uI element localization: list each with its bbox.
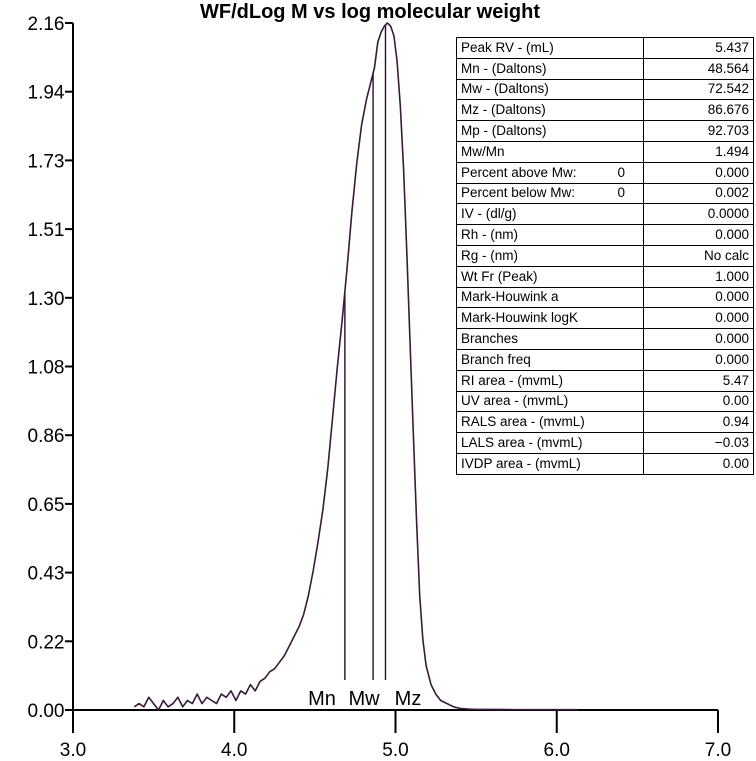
row-value: 0.00: [643, 390, 754, 413]
row-label: UV area - (mvmL): [456, 390, 644, 413]
row-extra: 0: [617, 185, 625, 201]
series-line: [133, 22, 578, 711]
table-row: LALS area - (mvmL) −0.03: [456, 432, 754, 454]
row-label: Mark-Houwink a: [456, 286, 644, 309]
y-tick-label: 1.30: [28, 289, 65, 310]
x-tick-label: 3.0: [60, 740, 86, 761]
row-label: Wt Fr (Peak): [456, 265, 644, 288]
table-row: RI area - (mvmL) 5.47: [456, 369, 754, 392]
row-value: 0.000: [643, 161, 754, 184]
table-row: Branch freq 0.000: [456, 348, 754, 371]
row-label: Mz - (Daltons): [456, 99, 644, 122]
table-row: Branches 0.000: [456, 328, 754, 350]
table-row: IV - (dl/g) 0.0000: [456, 203, 754, 226]
series-layer: [133, 22, 578, 711]
table-row: Percent below Mw: 0 0.002: [456, 182, 754, 205]
table-row: Percent above Mw: 0 0.000: [456, 161, 754, 184]
row-label: RI area - (mvmL): [456, 369, 644, 392]
row-value: 5.47: [643, 369, 754, 392]
y-tick-label: 0.22: [28, 632, 65, 653]
y-tick-label: 2.16: [28, 14, 65, 35]
chart-title: WF/dLog M vs log molecular weight: [200, 1, 540, 23]
row-value: 0.0000: [643, 203, 754, 226]
y-tick-label: 1.73: [28, 151, 65, 172]
row-value: 0.94: [643, 411, 754, 434]
table-row: Rg - (nm) No calc: [456, 244, 754, 267]
y-tick-label: 0.43: [28, 564, 65, 585]
row-value: 72.542: [643, 78, 754, 101]
row-label: IVDP area - (mvmL): [456, 452, 644, 475]
table-row: Mw - (Daltons) 72.542: [456, 78, 754, 101]
row-label: Mark-Houwink logK: [456, 307, 644, 330]
x-tick-label: 5.0: [382, 740, 408, 761]
row-label: IV - (dl/g): [456, 203, 644, 226]
row-value: −0.03: [643, 432, 754, 454]
y-tick-label: 1.51: [28, 220, 65, 241]
row-label: Rg - (nm): [456, 244, 644, 267]
marker-label-mn: Mn: [308, 688, 336, 710]
row-value: 0.000: [643, 286, 754, 309]
y-tick-label: 1.08: [28, 358, 65, 379]
table-row: UV area - (mvmL) 0.00: [456, 390, 754, 413]
row-value: 92.703: [643, 120, 754, 142]
marker-label-mw: Mw: [348, 688, 380, 710]
row-label: Mw - (Daltons): [456, 78, 644, 101]
table-row: Rh - (nm) 0.000: [456, 224, 754, 246]
table-row: Mz - (Daltons) 86.676: [456, 99, 754, 122]
table-row: IVDP area - (mvmL) 0.00: [456, 452, 754, 475]
table-row: Mn - (Daltons) 48.564: [456, 57, 754, 80]
row-label: RALS area - (mvmL): [456, 411, 644, 434]
y-tick-label: 0.65: [28, 495, 65, 516]
row-value: 86.676: [643, 99, 754, 122]
marker-lines: Mn Mw Mz: [308, 24, 422, 710]
row-label: Peak RV - (mL): [456, 37, 644, 59]
row-label: Mn - (Daltons): [456, 57, 644, 80]
table-row: Mark-Houwink logK 0.000: [456, 307, 754, 330]
row-value: 5.437: [643, 37, 754, 59]
row-value: 1.494: [643, 140, 754, 163]
x-tick-label: 6.0: [544, 740, 570, 761]
row-value: 48.564: [643, 57, 754, 80]
row-value: 0.002: [643, 182, 754, 205]
row-value: No calc: [643, 244, 754, 267]
table-row: Mp - (Daltons) 92.703: [456, 120, 754, 142]
row-value: 0.000: [643, 348, 754, 371]
row-label: Mw/Mn: [456, 140, 644, 163]
table-row: Wt Fr (Peak) 1.000: [456, 265, 754, 288]
row-extra: 0: [617, 164, 625, 180]
x-axis: 3.0 4.0 5.0 6.0 7.0: [60, 709, 731, 761]
x-tick-label: 4.0: [221, 740, 247, 761]
y-tick-label: 1.94: [28, 83, 65, 104]
row-label: Percent above Mw: 0: [456, 161, 644, 184]
stats-table: Peak RV - (mL) 5.437 Mn - (Daltons) 48.564 M…: [456, 37, 754, 475]
y-axis: 0.00 0.22 0.43 0.65 0.86 1.08 1.30 1.51 1.73 1.94…: [28, 14, 74, 722]
row-label: Branch freq: [456, 348, 644, 371]
row-value: 1.000: [643, 265, 754, 288]
marker-label-mz: Mz: [395, 688, 422, 710]
row-value: 0.000: [643, 307, 754, 330]
y-tick-label: 0.86: [28, 426, 65, 447]
row-label: LALS area - (mvmL): [456, 432, 644, 454]
row-label: Mp - (Daltons): [456, 120, 644, 142]
row-label: Branches: [456, 328, 644, 350]
table-row: Mark-Houwink a 0.000: [456, 286, 754, 309]
row-label: Percent below Mw: 0: [456, 182, 644, 205]
row-value: 0.00: [643, 452, 754, 475]
row-label: Rh - (nm): [456, 224, 644, 246]
x-tick-label: 7.0: [705, 740, 731, 761]
table-row: Peak RV - (mL) 5.437: [456, 37, 754, 59]
row-value: 0.000: [643, 224, 754, 246]
y-tick-label: 0.00: [28, 701, 65, 722]
table-row: RALS area - (mvmL) 0.94: [456, 411, 754, 434]
table-row: Mw/Mn 1.494: [456, 140, 754, 163]
row-value: 0.000: [643, 328, 754, 350]
